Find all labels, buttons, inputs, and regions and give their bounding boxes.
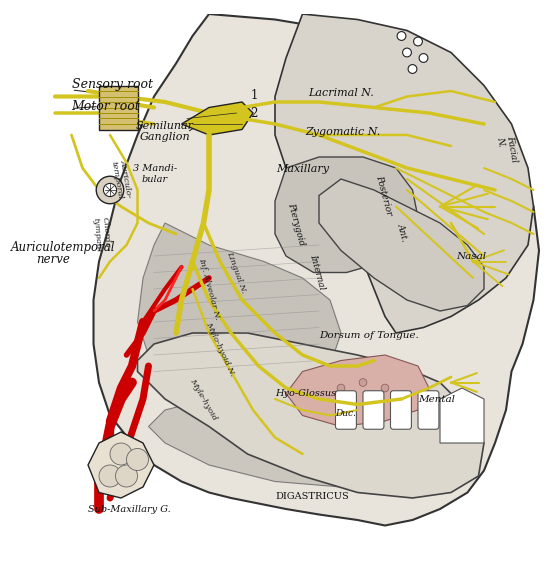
Text: Dorsum of Tongue.: Dorsum of Tongue. — [319, 332, 419, 340]
Text: Myle-hyoid: Myle-hyoid — [188, 377, 219, 421]
Circle shape — [99, 465, 121, 487]
Circle shape — [337, 384, 345, 392]
Text: Chorda-
tympani: Chorda- tympani — [92, 216, 112, 252]
Text: Lacrimal N.: Lacrimal N. — [308, 88, 374, 98]
FancyBboxPatch shape — [390, 391, 411, 429]
FancyBboxPatch shape — [336, 391, 356, 429]
Text: Sub-Maxillary G.: Sub-Maxillary G. — [88, 505, 170, 514]
Polygon shape — [138, 223, 341, 399]
Circle shape — [403, 48, 411, 57]
Text: Nasal: Nasal — [456, 252, 487, 261]
Polygon shape — [182, 102, 253, 135]
Text: Mental: Mental — [418, 395, 455, 404]
Text: Sensory root: Sensory root — [72, 78, 152, 91]
Circle shape — [348, 395, 356, 403]
Circle shape — [110, 443, 132, 465]
Polygon shape — [99, 86, 138, 129]
Text: Motor root: Motor root — [72, 100, 140, 113]
FancyBboxPatch shape — [418, 391, 439, 429]
Polygon shape — [275, 14, 534, 333]
Text: 1: 1 — [250, 89, 257, 102]
Text: Inf. Alveolar N.: Inf. Alveolar N. — [197, 257, 221, 321]
Text: Pterygoid: Pterygoid — [286, 202, 306, 247]
Circle shape — [408, 65, 417, 73]
Text: 3 Mandi-
bular: 3 Mandi- bular — [133, 164, 177, 184]
Polygon shape — [286, 355, 429, 427]
Circle shape — [116, 465, 138, 487]
Circle shape — [419, 54, 428, 62]
Circle shape — [96, 176, 124, 204]
Polygon shape — [88, 432, 154, 498]
Circle shape — [103, 183, 117, 197]
Polygon shape — [148, 399, 396, 487]
Text: Internal: Internal — [308, 253, 326, 291]
Circle shape — [397, 32, 406, 40]
FancyBboxPatch shape — [363, 391, 384, 429]
Text: Posterior: Posterior — [374, 175, 393, 217]
Circle shape — [381, 384, 389, 392]
Text: Mylo-hyoid N.: Mylo-hyoid N. — [204, 321, 236, 378]
Polygon shape — [440, 388, 484, 443]
Text: Facial
N.: Facial N. — [495, 135, 519, 165]
Text: Hyo-Glossus: Hyo-Glossus — [275, 389, 336, 398]
Circle shape — [414, 37, 422, 46]
Text: Zygomatic N.: Zygomatic N. — [305, 127, 381, 137]
Text: 2: 2 — [250, 108, 257, 120]
Circle shape — [126, 449, 148, 470]
Polygon shape — [319, 179, 484, 311]
Text: Duc.: Duc. — [336, 409, 356, 417]
Text: nerve: nerve — [36, 253, 70, 266]
Text: DIGASTRICUS: DIGASTRICUS — [275, 492, 349, 501]
Text: Auriculotemporal: Auriculotemporal — [11, 240, 116, 254]
Polygon shape — [275, 157, 418, 272]
Text: Maxillary: Maxillary — [276, 164, 329, 174]
Text: Lingual N.: Lingual N. — [225, 250, 248, 295]
Polygon shape — [94, 14, 539, 525]
Text: Auriculo-
temporal: Auriculo- temporal — [109, 158, 133, 199]
Text: Semilunar
Ganglion: Semilunar Ganglion — [136, 121, 194, 143]
Circle shape — [370, 395, 378, 403]
Text: Ant.: Ant. — [396, 222, 410, 243]
Circle shape — [359, 379, 367, 386]
Polygon shape — [138, 333, 484, 498]
